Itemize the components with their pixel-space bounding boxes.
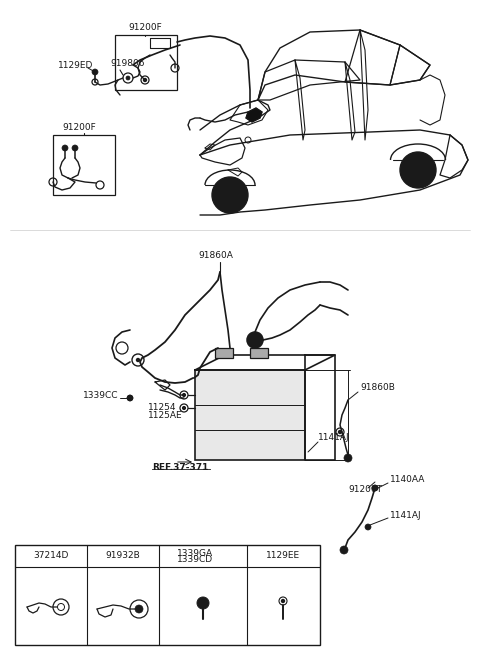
Text: 1339GA: 1339GA xyxy=(177,548,213,557)
Circle shape xyxy=(182,394,185,396)
Bar xyxy=(195,370,305,460)
Text: REF.37-371: REF.37-371 xyxy=(152,462,208,472)
Circle shape xyxy=(126,76,130,80)
Polygon shape xyxy=(246,108,262,122)
Circle shape xyxy=(372,485,378,491)
Circle shape xyxy=(400,152,436,188)
Circle shape xyxy=(144,79,146,81)
Circle shape xyxy=(72,145,78,151)
Circle shape xyxy=(135,605,143,613)
Text: 1140AA: 1140AA xyxy=(390,476,425,485)
Bar xyxy=(53,135,115,195)
Circle shape xyxy=(252,337,259,343)
Circle shape xyxy=(365,524,371,530)
Text: 1129EE: 1129EE xyxy=(266,552,300,561)
Text: 919806: 919806 xyxy=(110,58,144,67)
Text: 91200T: 91200T xyxy=(348,485,382,495)
Bar xyxy=(215,348,233,358)
Text: 1129ED: 1129ED xyxy=(58,60,94,69)
Circle shape xyxy=(413,165,423,175)
Circle shape xyxy=(92,69,98,75)
Text: 11254: 11254 xyxy=(148,403,177,411)
Circle shape xyxy=(338,430,341,434)
Text: 91860A: 91860A xyxy=(198,250,233,259)
Text: 91932B: 91932B xyxy=(106,552,140,561)
Text: 1339CD: 1339CD xyxy=(177,555,213,565)
Circle shape xyxy=(281,599,285,603)
Circle shape xyxy=(127,395,133,401)
Text: 1125AE: 1125AE xyxy=(148,411,182,419)
Text: 91200F: 91200F xyxy=(128,22,162,31)
Circle shape xyxy=(182,407,185,409)
Circle shape xyxy=(247,332,263,348)
Circle shape xyxy=(197,597,209,609)
Text: 37214D: 37214D xyxy=(33,552,69,561)
Circle shape xyxy=(340,546,348,554)
Circle shape xyxy=(344,454,352,462)
Bar xyxy=(115,35,177,90)
Text: 91860B: 91860B xyxy=(360,383,395,392)
Circle shape xyxy=(136,358,140,362)
Circle shape xyxy=(128,396,132,400)
Bar xyxy=(250,348,268,358)
Circle shape xyxy=(372,485,377,491)
Text: 1141AJ: 1141AJ xyxy=(390,510,421,519)
Circle shape xyxy=(212,177,248,213)
Bar xyxy=(15,545,320,645)
Circle shape xyxy=(62,145,68,151)
Text: 1339CC: 1339CC xyxy=(83,390,119,400)
Text: 91200F: 91200F xyxy=(62,124,96,132)
Circle shape xyxy=(225,190,235,200)
Text: 1141AJ: 1141AJ xyxy=(318,434,349,443)
